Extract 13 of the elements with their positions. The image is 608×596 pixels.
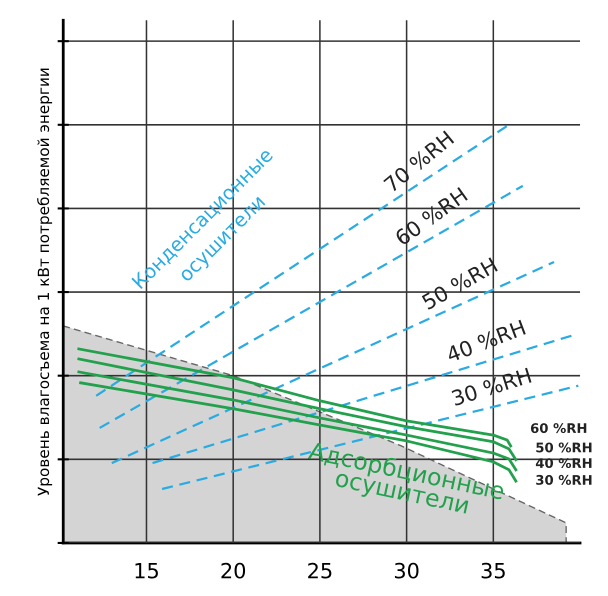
x-tick-label: 30 xyxy=(394,562,418,579)
y-axis-title: Уровень влагосъема на 1 кВт потребляемой энергии xyxy=(37,68,52,496)
x-tick-label: 15 xyxy=(136,563,158,579)
x-tick-label: 25 xyxy=(308,562,332,579)
series-label: 40 %RH xyxy=(536,458,592,468)
text: 40 %RH xyxy=(445,320,526,363)
series-label: 60 %RH xyxy=(530,423,586,434)
series-label: 30 %RH xyxy=(536,474,592,485)
text: 30 %RH xyxy=(451,367,532,406)
text: 50 %RH xyxy=(421,257,498,310)
x-tick-label: 20 xyxy=(221,562,246,579)
series-label: 50 %RH xyxy=(536,442,592,452)
x-tick-label: 35 xyxy=(482,562,505,579)
